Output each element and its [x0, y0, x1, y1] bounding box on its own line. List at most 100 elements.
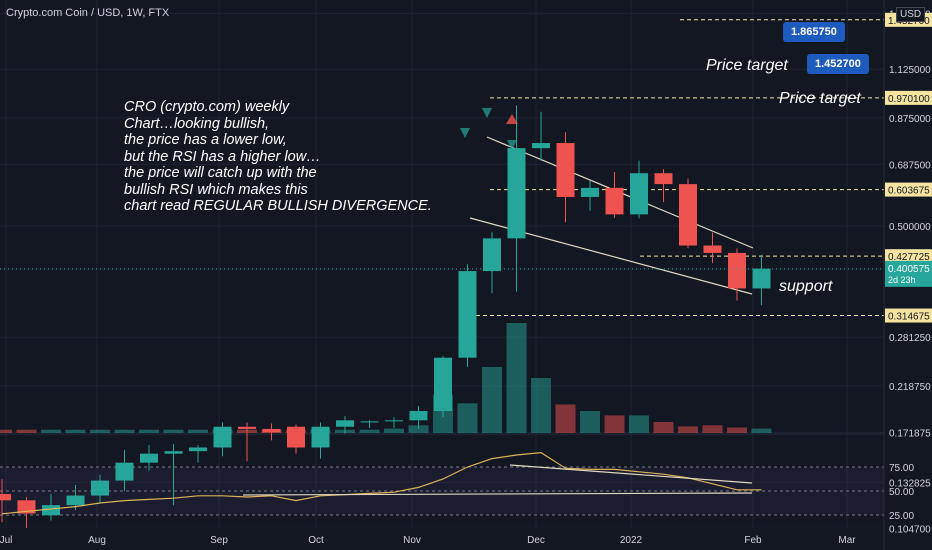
rsi-trend-lower: [242, 492, 753, 496]
rsi-tick-label: 25.00: [889, 511, 914, 522]
x-tick-label: Oct: [308, 535, 324, 546]
candle-body: [0, 494, 11, 501]
volume-bar: [482, 367, 502, 433]
level-label: 0.427725: [888, 252, 930, 263]
candle-body: [728, 252, 746, 289]
level-label: 0.314675: [888, 312, 930, 323]
candle-body: [752, 268, 771, 289]
candle-body: [532, 143, 550, 149]
price-target-label-2: Price target: [779, 90, 861, 107]
warning-marker: [506, 114, 518, 124]
candle-body: [66, 495, 85, 506]
x-tick-label: Dec: [527, 535, 545, 546]
volume-bar: [188, 429, 208, 433]
rsi-tick-label: 75.00: [889, 463, 914, 474]
candle-body: [287, 426, 305, 448]
candle-body: [360, 421, 379, 423]
volume-bar: [702, 425, 723, 433]
volume-bar: [90, 429, 110, 433]
candle-body: [458, 271, 477, 358]
volume-bar: [163, 429, 184, 433]
volume-bar: [727, 427, 747, 433]
note-line: but the RSI has a higher low…: [124, 148, 321, 165]
volume-bar: [629, 415, 649, 433]
candle-body: [91, 480, 109, 496]
target-callout-2[interactable]: 1.452700: [807, 54, 869, 74]
note-line: the price has a lower low,: [124, 132, 287, 148]
currency-button[interactable]: USD: [896, 7, 926, 22]
candle-body: [483, 238, 501, 272]
x-tick-label: Sep: [210, 535, 228, 546]
price-target-label-1: Price target: [706, 57, 788, 74]
volume-bar: [653, 422, 674, 433]
countdown-label: 2d 23h: [888, 275, 916, 285]
y-tick-label: 0.132825: [889, 478, 931, 489]
volume-bar: [16, 429, 37, 433]
note-line: chart read REGULAR BULLISH DIVERGENCE.: [124, 198, 432, 214]
candle-body: [213, 426, 232, 448]
candle-body: [507, 148, 526, 239]
candle-body: [581, 187, 599, 197]
x-tick-label: Mar: [838, 535, 856, 546]
note-line: bullish RSI which makes this: [124, 181, 308, 198]
volume-bar: [531, 378, 551, 433]
rsi-tick-label: 50.00: [889, 487, 914, 498]
candle-body: [42, 505, 60, 516]
volume-bar: [555, 404, 576, 433]
volume-bar: [457, 403, 478, 433]
rsi-line: [1, 451, 762, 515]
volume-bar: [678, 426, 698, 433]
signal-marker: [460, 128, 470, 138]
volume-bar: [506, 323, 527, 433]
x-tick-label: Nov: [403, 535, 421, 546]
target-callout-1[interactable]: 1.865750: [783, 22, 845, 42]
y-tick-label: 0.500000: [889, 222, 931, 233]
volume-bar: [41, 429, 61, 433]
volume-bar: [0, 429, 12, 433]
level-label: 0.603675: [888, 186, 930, 197]
support-label: support: [779, 278, 833, 295]
candle-body: [238, 426, 256, 429]
volume-bar: [604, 415, 625, 433]
note-line: the price will catch up with the: [124, 165, 317, 181]
level-label-bg: [885, 249, 932, 264]
note-line: Chart…looking bullish,: [124, 115, 270, 132]
note-line: CRO (crypto.com) weekly: [124, 99, 290, 115]
volume-bar: [384, 428, 404, 433]
candle-body: [140, 453, 158, 463]
x-tick-label: 2022: [620, 535, 643, 546]
candle-body: [679, 184, 697, 246]
level-label-bg: [885, 90, 932, 105]
x-tick-label: Jul: [0, 535, 12, 546]
current-price-label-bg: [885, 260, 932, 287]
volume-bar: [359, 429, 380, 433]
volume-bar: [65, 429, 86, 433]
candle-body: [164, 451, 183, 454]
rsi-trend-upper: [509, 464, 753, 484]
candle-body: [385, 420, 403, 422]
y-tick-label: 0.281250: [889, 333, 931, 344]
y-tick-label: 0.687500: [889, 160, 931, 171]
candle-body: [556, 143, 575, 197]
candle-body: [434, 357, 452, 412]
candle-body: [17, 500, 36, 514]
volume-bar: [139, 429, 159, 433]
level-label-bg: [885, 182, 932, 197]
candle-body: [630, 173, 648, 215]
y-tick-label: 0.171875: [889, 428, 931, 439]
y-tick-label: 0.875000: [889, 114, 931, 125]
candle-body: [409, 411, 428, 421]
candle-body: [703, 245, 722, 253]
y-tick-label: 1.125000: [889, 65, 931, 76]
signal-marker: [507, 140, 517, 150]
candle-body: [605, 187, 624, 215]
y-tick-label: 0.104700: [889, 524, 931, 535]
current-price-label: 0.400575: [888, 264, 930, 275]
volume-bar: [751, 428, 772, 433]
candle-body: [189, 447, 207, 452]
candle-body: [654, 173, 673, 185]
y-tick-label: 0.218750: [889, 382, 931, 393]
volume-bar: [580, 411, 600, 433]
x-tick-label: Feb: [744, 535, 762, 546]
